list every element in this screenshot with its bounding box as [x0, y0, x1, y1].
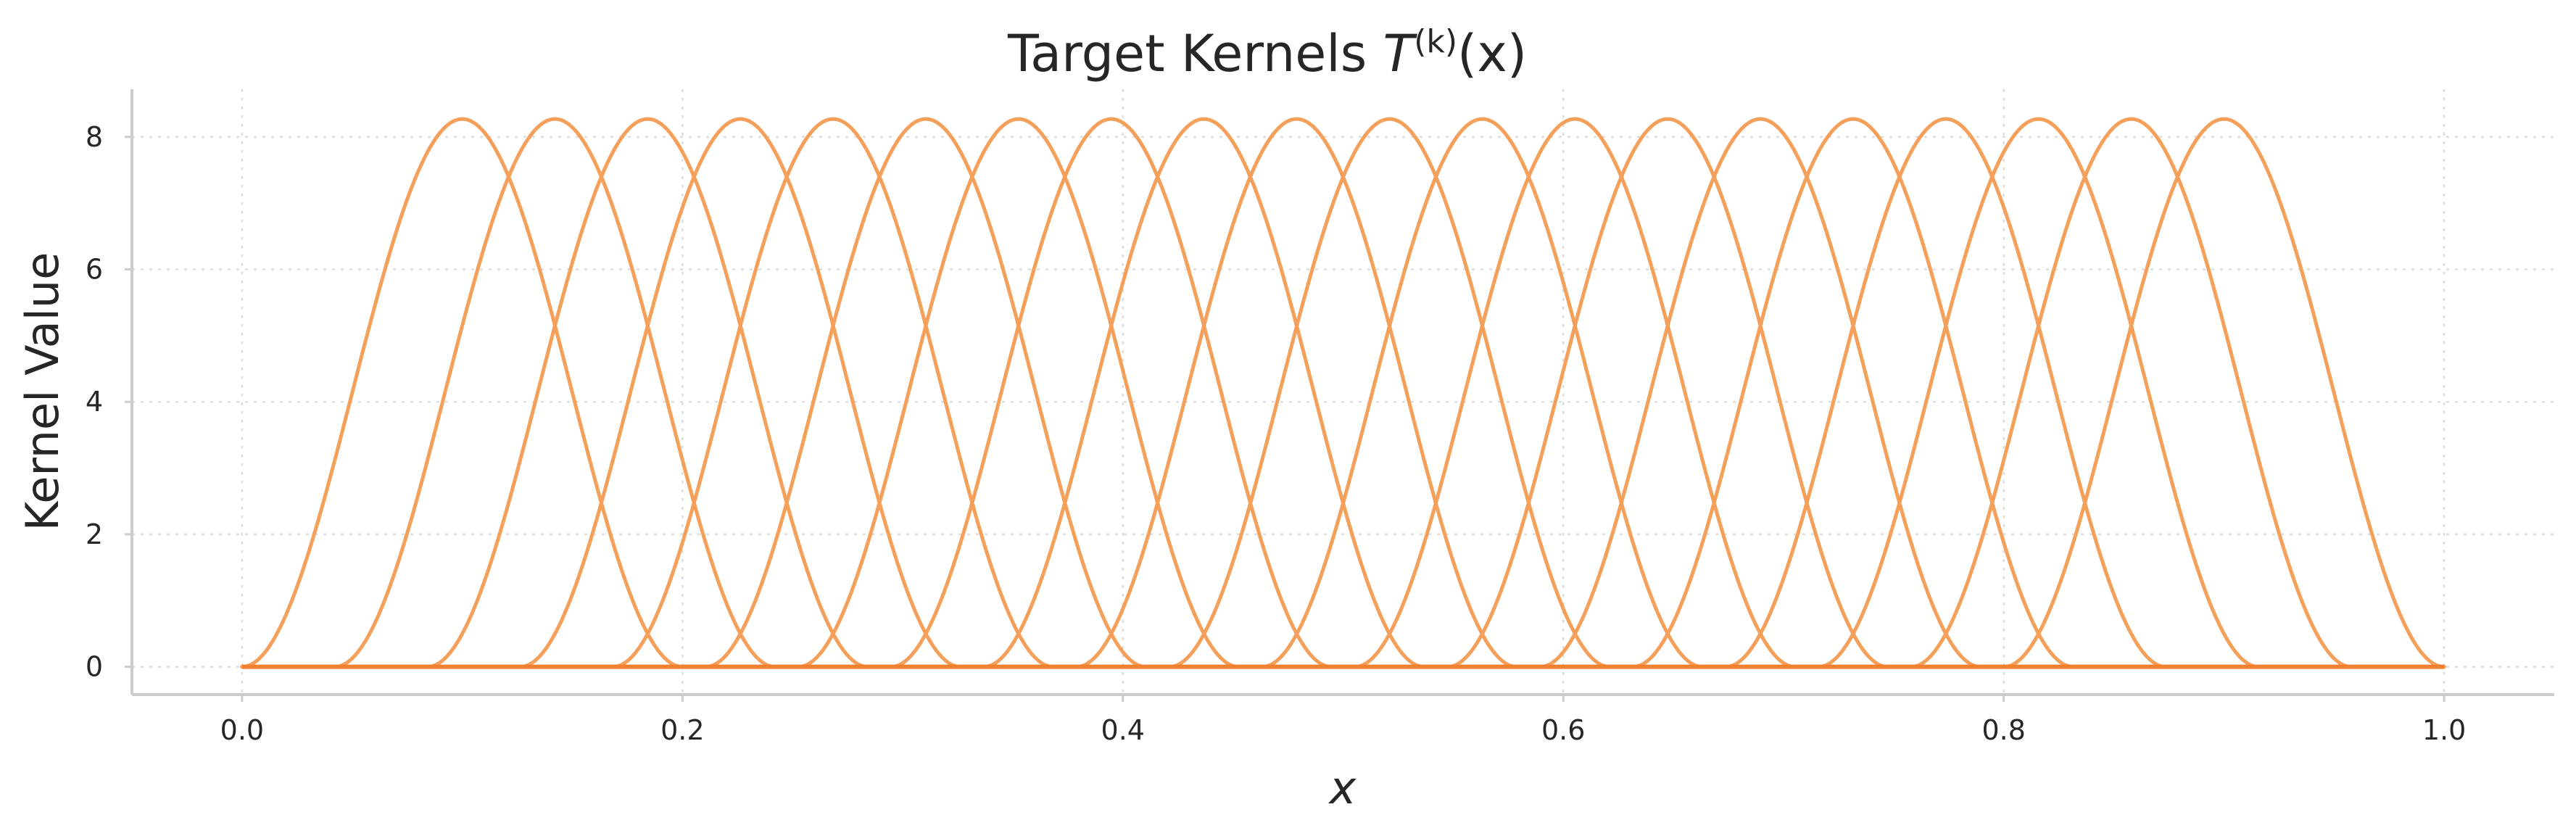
- x-tick-label: 1.0: [2422, 714, 2466, 746]
- y-tick-label: 0: [86, 651, 103, 683]
- chart-title-argument: (x): [1457, 24, 1527, 83]
- chart-title-superscript: (k): [1414, 23, 1457, 60]
- x-tick-label: 0.2: [660, 714, 704, 746]
- y-tick-label: 6: [86, 253, 103, 285]
- x-tick-label: 0.8: [1981, 714, 2025, 746]
- x-tick-label: 0.6: [1541, 714, 1585, 746]
- y-axis-ticks: 0 2 4 6 8: [86, 121, 132, 683]
- x-axis-label: x: [1328, 761, 1357, 814]
- x-axis-ticks: 0.0 0.2 0.4 0.6 0.8 1.0: [220, 695, 2466, 746]
- x-tick-label: 0.4: [1101, 714, 1145, 746]
- chart-title-symbol: T: [1383, 24, 1417, 83]
- kernel-curves: [240, 117, 2446, 669]
- y-tick-label: 8: [86, 121, 103, 153]
- y-axis-label: Kernel Value: [16, 252, 69, 531]
- y-tick-label: 2: [86, 518, 103, 550]
- axes: [131, 89, 2554, 696]
- chart-title: Target Kernels T(k)(x): [1007, 23, 1527, 83]
- chart-title-main: Target Kernels: [1007, 24, 1383, 83]
- y-tick-label: 4: [86, 386, 103, 418]
- x-tick-label: 0.0: [220, 714, 264, 746]
